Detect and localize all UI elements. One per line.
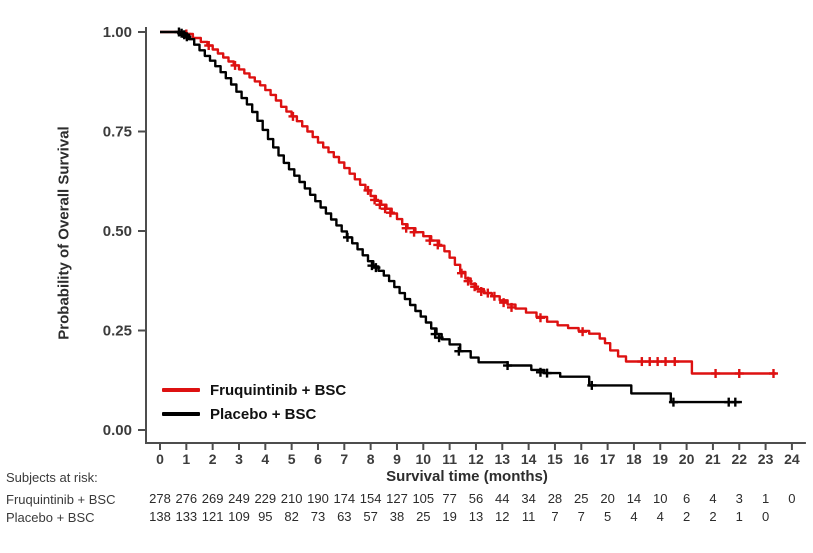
at-risk-count: 210	[281, 491, 303, 506]
at-risk-count: 249	[228, 491, 250, 506]
legend-item-placebo: Placebo + BSC	[162, 405, 346, 423]
legend-item-fruquintinib: Fruquintinib + BSC	[162, 381, 346, 399]
x-tick-label: 2	[209, 451, 217, 467]
x-tick-label: 9	[393, 451, 401, 467]
at-risk-count: 121	[202, 509, 224, 524]
survival-curve-fruquintinib	[160, 30, 777, 375]
at-risk-row-label-fruquintinib: Fruquintinib + BSC	[6, 492, 116, 507]
at-risk-count: 276	[175, 491, 197, 506]
y-tick-label: 0.50	[103, 223, 132, 240]
at-risk-count: 138	[149, 509, 171, 524]
x-tick-label: 20	[679, 451, 695, 467]
placebo-line-swatch	[162, 412, 200, 416]
at-risk-count: 11	[522, 509, 536, 524]
at-risk-count: 109	[228, 509, 250, 524]
at-risk-count: 19	[442, 509, 456, 524]
survival-curve-placebo	[160, 30, 742, 404]
at-risk-count: 12	[495, 509, 509, 524]
x-tick-label: 0	[156, 451, 164, 467]
x-tick-label: 8	[367, 451, 375, 467]
at-risk-count: 44	[495, 491, 509, 506]
at-risk-count: 4	[709, 491, 716, 506]
at-risk-count: 133	[175, 509, 197, 524]
x-tick-label: 10	[416, 451, 432, 467]
at-risk-count: 154	[360, 491, 382, 506]
at-risk-count: 28	[548, 491, 562, 506]
at-risk-count: 278	[149, 491, 171, 506]
at-risk-count: 269	[202, 491, 224, 506]
at-risk-count: 190	[307, 491, 329, 506]
at-risk-count: 20	[600, 491, 614, 506]
at-risk-count: 127	[386, 491, 408, 506]
x-axis-title: Survival time (months)	[386, 468, 548, 485]
x-tick-label: 21	[705, 451, 721, 467]
at-risk-count: 2	[709, 509, 716, 524]
at-risk-count: 174	[333, 491, 355, 506]
at-risk-count: 7	[578, 509, 585, 524]
at-risk-count: 73	[311, 509, 325, 524]
at-risk-count: 14	[627, 491, 641, 506]
at-risk-count: 105	[412, 491, 434, 506]
x-tick-label: 4	[261, 451, 269, 467]
at-risk-count: 10	[653, 491, 667, 506]
legend: Fruquintinib + BSC Placebo + BSC	[162, 381, 346, 423]
at-risk-count: 3	[736, 491, 743, 506]
y-tick-label: 1.00	[103, 24, 132, 41]
x-tick-label: 1	[182, 451, 190, 467]
x-tick-label: 12	[468, 451, 484, 467]
at-risk-count: 95	[258, 509, 272, 524]
at-risk-count: 25	[416, 509, 430, 524]
at-risk-count: 7	[551, 509, 558, 524]
x-tick-label: 13	[495, 451, 511, 467]
x-tick-label: 7	[340, 451, 348, 467]
at-risk-count: 1	[762, 491, 769, 506]
at-risk-count: 34	[521, 491, 535, 506]
at-risk-count: 5	[604, 509, 611, 524]
at-risk-count: 77	[442, 491, 456, 506]
x-tick-label: 15	[547, 451, 563, 467]
legend-label-fruquintinib: Fruquintinib + BSC	[210, 381, 347, 399]
x-tick-label: 22	[731, 451, 747, 467]
x-tick-label: 17	[600, 451, 616, 467]
x-tick-label: 19	[652, 451, 668, 467]
x-tick-label: 5	[288, 451, 296, 467]
at-risk-row-label-placebo: Placebo + BSC	[6, 510, 95, 525]
fruquintinib-line-swatch	[162, 388, 200, 392]
at-risk-count: 13	[469, 509, 483, 524]
at-risk-count: 2	[683, 509, 690, 524]
x-tick-label: 14	[521, 451, 537, 467]
y-tick-label: 0.00	[103, 422, 132, 439]
subjects-at-risk-heading: Subjects at risk:	[6, 470, 98, 485]
at-risk-count: 63	[337, 509, 351, 524]
y-tick-label: 0.25	[103, 323, 132, 340]
x-tick-label: 6	[314, 451, 322, 467]
at-risk-count: 57	[363, 509, 377, 524]
at-risk-count: 4	[657, 509, 664, 524]
legend-label-placebo: Placebo + BSC	[210, 405, 317, 423]
at-risk-count: 0	[762, 509, 769, 524]
x-tick-label: 24	[784, 451, 800, 467]
x-tick-label: 3	[235, 451, 243, 467]
x-tick-label: 18	[626, 451, 642, 467]
at-risk-count: 0	[788, 491, 795, 506]
at-risk-count: 38	[390, 509, 404, 524]
at-risk-count: 229	[254, 491, 276, 506]
at-risk-count: 4	[630, 509, 637, 524]
x-tick-label: 11	[442, 451, 457, 467]
y-axis-title: Probability of Overall Survival	[55, 126, 73, 340]
x-tick-label: 23	[758, 451, 774, 467]
at-risk-count: 25	[574, 491, 588, 506]
at-risk-count: 82	[284, 509, 298, 524]
at-risk-count: 6	[683, 491, 690, 506]
x-tick-label: 16	[573, 451, 589, 467]
y-tick-label: 0.75	[103, 124, 132, 141]
at-risk-count: 56	[469, 491, 483, 506]
at-risk-count: 1	[736, 509, 743, 524]
